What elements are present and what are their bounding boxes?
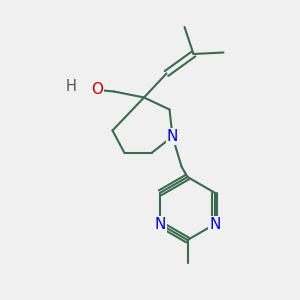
Text: O: O (92, 82, 104, 98)
Text: N: N (154, 217, 166, 232)
Text: H: H (66, 80, 76, 94)
Text: N: N (209, 217, 220, 232)
Text: N: N (167, 129, 178, 144)
